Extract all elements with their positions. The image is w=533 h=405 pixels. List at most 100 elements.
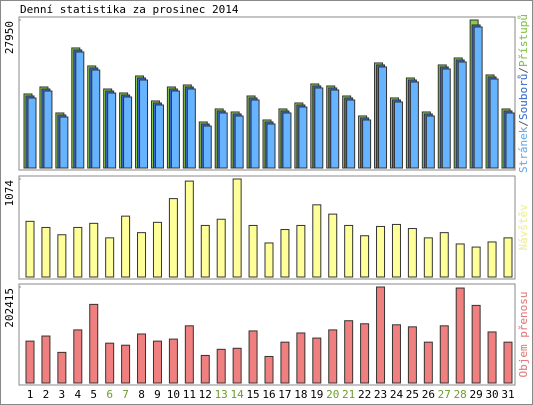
bar: [344, 224, 354, 278]
bar: [105, 342, 115, 384]
bar: [455, 243, 465, 278]
bar: [250, 99, 260, 169]
x-tick-label: 19: [310, 388, 323, 401]
bar: [25, 220, 35, 278]
bar: [121, 215, 131, 278]
x-tick-label: 1: [27, 388, 34, 401]
bar: [439, 325, 449, 384]
x-tick-label: 31: [501, 388, 514, 401]
bar: [282, 112, 292, 169]
bar: [232, 178, 242, 278]
bar: [234, 115, 244, 169]
x-tick-label: 3: [59, 388, 66, 401]
bar: [409, 81, 419, 169]
bar: [505, 112, 515, 169]
bar: [393, 101, 403, 169]
bar: [137, 232, 147, 278]
bar: [503, 341, 513, 384]
legend-separator: /: [517, 120, 530, 127]
x-tick-label: 4: [74, 388, 81, 401]
bar: [75, 51, 85, 169]
bar: [280, 229, 290, 278]
x-tick-label: 26: [422, 388, 435, 401]
bar: [471, 246, 481, 278]
x-tick-label: 21: [342, 388, 355, 401]
bar: [407, 228, 417, 278]
bar: [487, 241, 497, 278]
bar: [378, 66, 388, 169]
bar: [107, 92, 117, 169]
x-tick-label: 28: [454, 388, 467, 401]
bar: [360, 235, 370, 278]
bar: [489, 78, 499, 169]
bar: [152, 340, 162, 384]
bar: [232, 347, 242, 384]
bar: [170, 90, 180, 169]
series-label: Návštěv: [517, 204, 530, 251]
bar: [91, 69, 101, 169]
bar: [248, 224, 258, 278]
bar: [423, 341, 433, 384]
x-tick-label: 22: [358, 388, 371, 401]
bar: [168, 198, 178, 278]
bar: [439, 232, 449, 278]
bar: [376, 225, 386, 278]
bar: [154, 104, 164, 169]
bar: [425, 115, 435, 169]
bar: [471, 304, 481, 384]
bar: [73, 226, 83, 278]
bar: [89, 303, 99, 384]
bar: [216, 348, 226, 384]
bar: [152, 221, 162, 278]
bar: [202, 125, 212, 169]
x-tick-label: 8: [138, 388, 145, 401]
bar: [457, 61, 467, 169]
x-tick-label: 14: [231, 388, 245, 401]
series-label: Stránek/Souborů/Přístupů: [517, 14, 530, 173]
bar: [184, 325, 194, 384]
x-tick-label: 30: [485, 388, 498, 401]
bar: [328, 329, 338, 384]
bar: [218, 112, 228, 169]
bar: [123, 96, 133, 169]
y-tick-label: 1074: [3, 180, 16, 207]
bar: [266, 123, 276, 169]
bar: [137, 333, 147, 384]
bar: [312, 204, 322, 278]
bar: [73, 329, 83, 384]
bar: [298, 106, 308, 169]
bar: [264, 355, 274, 384]
bar: [314, 87, 324, 169]
x-tick-label: 18: [294, 388, 307, 401]
bar: [391, 324, 401, 384]
legend-entry: Návštěv: [517, 204, 530, 251]
legend-entry: Souborů: [517, 74, 530, 120]
x-tick-label: 25: [406, 388, 419, 401]
legend-entry: Přístupů: [517, 14, 530, 67]
bar: [57, 234, 67, 278]
bar: [186, 88, 196, 169]
x-tick-label: 12: [199, 388, 212, 401]
x-tick-label: 29: [470, 388, 483, 401]
bar: [487, 331, 497, 384]
x-tick-label: 5: [90, 388, 97, 401]
bar: [105, 237, 115, 278]
bar: [248, 330, 258, 384]
bar: [503, 237, 513, 278]
x-tick-label: 10: [167, 388, 180, 401]
bar: [362, 119, 372, 169]
x-tick-label: 15: [246, 388, 259, 401]
y-tick-label: 202415: [3, 288, 16, 328]
bar: [391, 223, 401, 278]
legend-separator: /: [517, 67, 530, 74]
bar: [330, 89, 340, 169]
x-tick-label: 27: [438, 388, 451, 401]
legend-entry: Objem přenosu: [517, 291, 530, 377]
bar: [121, 344, 131, 384]
bar: [216, 218, 226, 278]
bar: [312, 337, 322, 384]
bar: [200, 224, 210, 278]
y-tick-label: 27950: [3, 21, 16, 54]
x-tick-label: 20: [326, 388, 339, 401]
